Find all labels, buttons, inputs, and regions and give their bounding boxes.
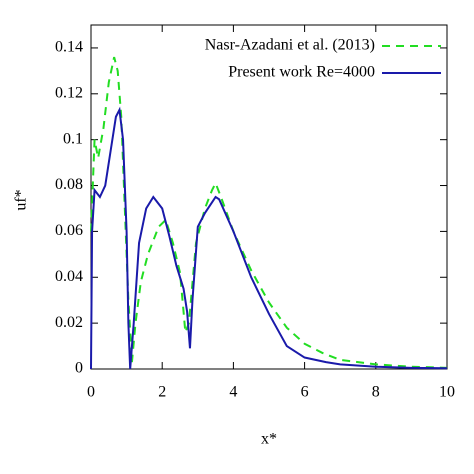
series-line [90,106,448,370]
legend-label: Nasr-Azadani et al. (2013) [205,37,375,54]
y-tick-label: 0.12 [55,84,83,101]
x-axis-label: x* [261,431,277,448]
x-tick-label: 10 [439,384,455,401]
x-tick-label: 2 [158,384,166,401]
y-axis-label: uf* [13,189,30,210]
x-tick-label: 0 [87,384,95,401]
y-tick-label: 0.02 [55,314,83,331]
x-tick-label: 4 [229,384,237,401]
series-line [90,56,448,369]
plot-frame [90,24,448,370]
y-tick-label: 0.1 [63,130,83,147]
x-tick-label: 6 [301,384,309,401]
y-tick-label: 0.04 [55,268,83,285]
y-tick-label: 0.08 [55,176,83,193]
y-tick-label: 0.14 [55,39,83,56]
x-tick-label: 8 [372,384,380,401]
legend-label: Present work Re=4000 [228,64,375,81]
y-tick-label: 0.06 [55,222,83,239]
y-tick-label: 0 [75,360,83,377]
